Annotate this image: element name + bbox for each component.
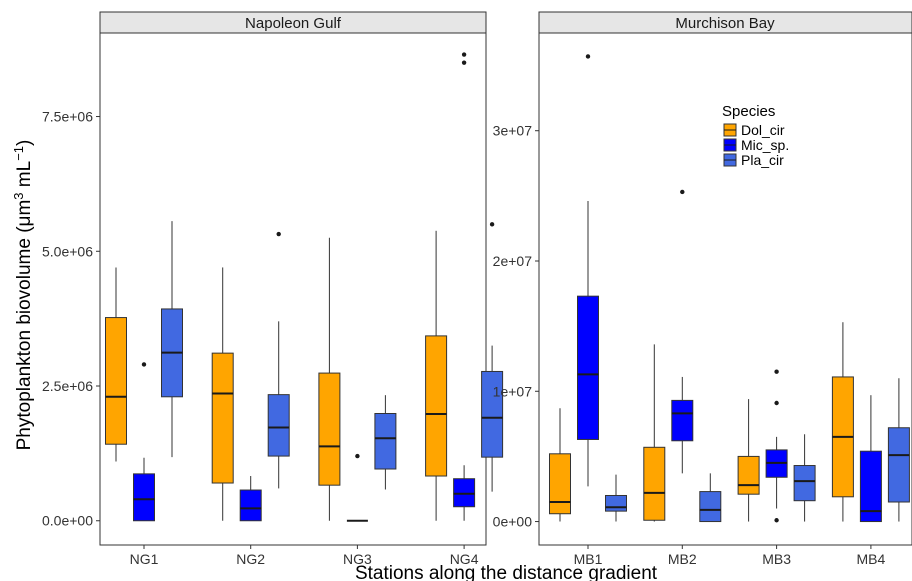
legend-item-mic-sp: Mic_sp. bbox=[723, 137, 789, 153]
box-ng2-pla-cir bbox=[267, 231, 290, 489]
x-tick-label-ng2: NG2 bbox=[236, 551, 265, 567]
legend-label: Dol_cir bbox=[741, 122, 785, 138]
box-mb4-mic-sp bbox=[859, 395, 882, 523]
box-body bbox=[671, 399, 694, 442]
plot-area-napoleon-gulf bbox=[99, 32, 487, 546]
x-tick-label-mb3: MB3 bbox=[762, 551, 791, 567]
outlier-point bbox=[461, 52, 467, 57]
box-mb3-pla-cir bbox=[793, 434, 816, 522]
box-body bbox=[211, 352, 234, 484]
y-tick-label: 0.0e+00 bbox=[42, 513, 93, 529]
legend-label: Mic_sp. bbox=[741, 137, 789, 153]
y-tick-label: 2e+07 bbox=[493, 253, 533, 269]
panel-title-napoleon-gulf: Napoleon Gulf bbox=[245, 15, 342, 32]
box-body bbox=[481, 370, 504, 458]
legend-label: Pla_cir bbox=[741, 152, 784, 168]
box-ng2-dol-cir bbox=[211, 267, 234, 521]
y-tick-label: 5.0e+06 bbox=[42, 243, 93, 259]
legend-item-dol-cir: Dol_cir bbox=[723, 122, 785, 138]
box-body bbox=[859, 450, 882, 523]
box-body bbox=[453, 478, 476, 508]
box-mb1-pla-cir bbox=[605, 474, 627, 522]
box-mb3-dol-cir bbox=[737, 399, 760, 522]
outlier-point bbox=[489, 222, 495, 227]
box-body bbox=[643, 446, 666, 521]
outlier-point bbox=[774, 400, 779, 406]
box-ng2-mic-sp bbox=[239, 476, 262, 522]
x-tick-label-ng4: NG4 bbox=[450, 551, 479, 567]
box-body bbox=[318, 372, 341, 486]
y-tick-label: 7.5e+06 bbox=[42, 109, 93, 125]
outlier-point bbox=[355, 453, 360, 459]
outlier-point bbox=[774, 369, 779, 374]
box-body bbox=[267, 394, 290, 457]
outlier-point bbox=[585, 54, 591, 59]
box-ng1-pla-cir bbox=[161, 221, 183, 458]
box-body bbox=[133, 473, 155, 522]
box-ng4-mic-sp bbox=[453, 52, 476, 521]
legend-item-pla-cir: Pla_cir bbox=[723, 152, 784, 168]
outlier-point bbox=[680, 189, 685, 195]
panel-napoleon-gulf: Napoleon Gulf 0.0e+00 2.5e+06 5.0e+06 7.5e+… bbox=[42, 11, 504, 567]
box-ng3-mic-sp bbox=[346, 453, 368, 522]
box-body bbox=[737, 455, 760, 495]
outlier-point bbox=[141, 362, 147, 367]
box-body bbox=[239, 489, 262, 522]
box-ng3-dol-cir bbox=[318, 237, 341, 521]
box-mb1-dol-cir bbox=[549, 408, 571, 522]
y-axis-napoleon-gulf: 0.0e+00 2.5e+06 5.0e+06 7.5e+06 bbox=[42, 109, 100, 529]
box-mb4-dol-cir bbox=[831, 322, 854, 522]
box-mb3-mic-sp bbox=[765, 369, 788, 523]
y-tick-label: 3e+07 bbox=[493, 123, 533, 139]
y-axis-murchison-bay: 0e+00 1e+07 2e+07 3e+07 bbox=[493, 123, 539, 530]
boxes-murchison-bay bbox=[549, 54, 910, 523]
box-body bbox=[549, 453, 571, 515]
box-mb1-mic-sp bbox=[577, 54, 599, 487]
box-body bbox=[374, 412, 397, 470]
box-ng1-dol-cir bbox=[105, 267, 127, 462]
y-axis-title: Phytoplankton biovolume (μm3 mL−1) bbox=[11, 140, 35, 451]
x-tick-label-ng1: NG1 bbox=[130, 551, 159, 567]
box-ng4-pla-cir bbox=[481, 222, 504, 492]
x-tick-label-mb2: MB2 bbox=[668, 551, 697, 567]
outlier-point bbox=[774, 518, 779, 523]
box-mb2-dol-cir bbox=[643, 344, 666, 522]
y-tick-label: 1e+07 bbox=[493, 383, 533, 399]
x-axis-title: Stations along the distance gradient bbox=[355, 563, 658, 581]
box-mb2-pla-cir bbox=[699, 473, 722, 523]
box-body bbox=[605, 494, 627, 512]
box-body bbox=[793, 465, 816, 502]
boxes-napoleon-gulf bbox=[105, 52, 504, 522]
box-ng3-pla-cir bbox=[374, 395, 397, 490]
outlier-point bbox=[276, 231, 281, 237]
box-mb2-mic-sp bbox=[671, 189, 694, 474]
x-tick-label-ng3: NG3 bbox=[343, 551, 372, 567]
box-ng1-mic-sp bbox=[133, 362, 155, 522]
box-mb4-pla-cir bbox=[887, 378, 910, 522]
y-tick-label: 2.5e+06 bbox=[42, 378, 93, 394]
box-body bbox=[105, 317, 127, 445]
y-tick-label: 0e+00 bbox=[493, 514, 533, 530]
x-tick-label-mb4: MB4 bbox=[857, 551, 886, 567]
box-body bbox=[577, 295, 599, 440]
legend-title: Species bbox=[722, 103, 775, 120]
x-axis-murchison-bay: MB1 MB2 MB3 MB4 bbox=[574, 545, 886, 567]
x-tick-label-mb1: MB1 bbox=[574, 551, 603, 567]
outlier-point bbox=[461, 60, 467, 65]
x-axis-napoleon-gulf: NG1 NG2 NG3 NG4 bbox=[130, 545, 479, 567]
box-ng4-dol-cir bbox=[425, 230, 448, 521]
box-body bbox=[425, 335, 448, 477]
panel-title-murchison-bay: Murchison Bay bbox=[675, 15, 775, 32]
box-body bbox=[887, 427, 910, 503]
box-body bbox=[699, 491, 722, 523]
